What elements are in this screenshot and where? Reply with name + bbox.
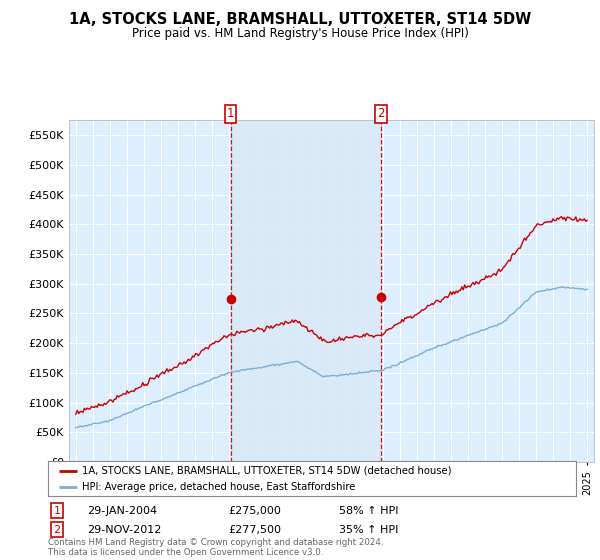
Text: £275,000: £275,000 — [228, 506, 281, 516]
Text: 29-JAN-2004: 29-JAN-2004 — [87, 506, 157, 516]
Text: 1A, STOCKS LANE, BRAMSHALL, UTTOXETER, ST14 5DW: 1A, STOCKS LANE, BRAMSHALL, UTTOXETER, S… — [69, 12, 531, 27]
Text: £277,500: £277,500 — [228, 525, 281, 535]
Text: 2: 2 — [53, 525, 61, 535]
Bar — [230, 120, 381, 462]
Text: 1A, STOCKS LANE, BRAMSHALL, UTTOXETER, ST14 5DW (detached house): 1A, STOCKS LANE, BRAMSHALL, UTTOXETER, S… — [82, 465, 452, 475]
Text: 1: 1 — [227, 108, 235, 120]
Text: Price paid vs. HM Land Registry's House Price Index (HPI): Price paid vs. HM Land Registry's House … — [131, 27, 469, 40]
Text: Contains HM Land Registry data © Crown copyright and database right 2024.
This d: Contains HM Land Registry data © Crown c… — [48, 538, 383, 557]
Text: HPI: Average price, detached house, East Staffordshire: HPI: Average price, detached house, East… — [82, 482, 356, 492]
Text: 2: 2 — [377, 108, 385, 120]
Text: 1: 1 — [53, 506, 61, 516]
Text: 35% ↑ HPI: 35% ↑ HPI — [339, 525, 398, 535]
Text: 58% ↑ HPI: 58% ↑ HPI — [339, 506, 398, 516]
Text: 29-NOV-2012: 29-NOV-2012 — [87, 525, 161, 535]
